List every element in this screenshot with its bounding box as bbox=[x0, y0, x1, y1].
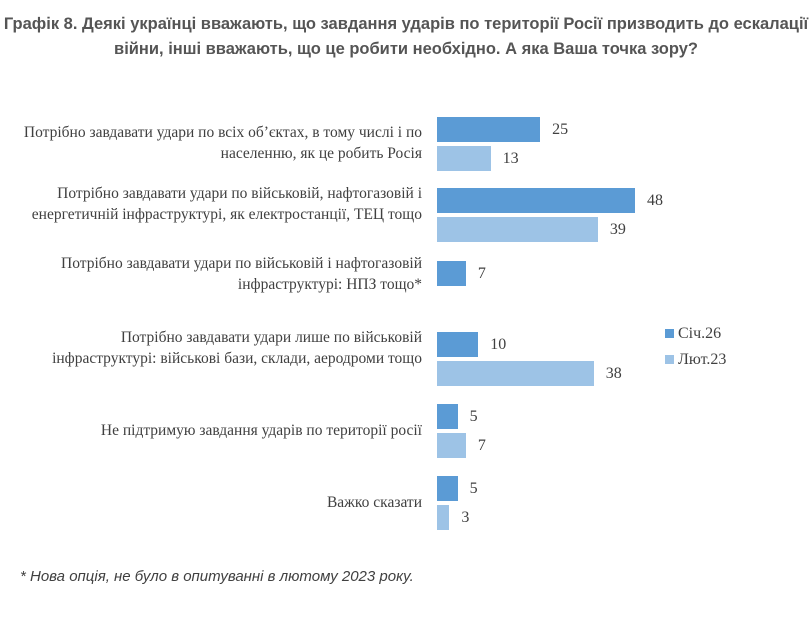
category-label: Потрібно завдавати удари по військовій і… bbox=[61, 255, 422, 293]
data-label: 5 bbox=[469, 480, 478, 497]
footnote: * Нова опція, не було в опитуванні в лют… bbox=[20, 568, 414, 585]
bar-sich26 bbox=[437, 261, 466, 286]
data-label: 25 bbox=[552, 121, 569, 138]
bar-sich26 bbox=[437, 476, 458, 501]
bar-liut23 bbox=[437, 360, 594, 386]
legend-label: Лют.23 bbox=[678, 351, 727, 368]
data-label: 39 bbox=[609, 220, 626, 238]
data-label: 7 bbox=[477, 436, 486, 454]
bar-liut23 bbox=[437, 432, 466, 458]
category-label: Не підтримую завдання ударів по територі… bbox=[100, 421, 422, 439]
bar-sich26 bbox=[437, 188, 635, 213]
bar-liut23 bbox=[437, 145, 491, 171]
legend-label: Січ.26 bbox=[678, 325, 722, 342]
category-label: Потрібно завдавати удари по всіх об’єкта… bbox=[23, 124, 422, 162]
data-label: 13 bbox=[502, 149, 519, 167]
category-label: Важко сказати bbox=[326, 493, 422, 511]
legend-swatch bbox=[665, 355, 674, 364]
category-label: Потрібно завдавати удари лише по військо… bbox=[52, 328, 422, 367]
bar-liut23 bbox=[437, 216, 598, 242]
data-label: 10 bbox=[490, 336, 507, 353]
data-label: 5 bbox=[469, 408, 478, 425]
bar-liut23 bbox=[437, 504, 450, 530]
category-label: Потрібно завдавати удари по військовій, … bbox=[31, 184, 422, 223]
legend-swatch bbox=[665, 329, 674, 338]
bar-sich26 bbox=[437, 332, 479, 357]
data-label: 48 bbox=[647, 192, 663, 209]
bar-sich26 bbox=[437, 404, 458, 429]
data-label: 38 bbox=[605, 364, 622, 382]
bar-sich26 bbox=[437, 117, 541, 142]
legend-item-series-1: Лют.23 bbox=[665, 351, 726, 369]
legend-item-series-0: Січ.26 bbox=[665, 325, 721, 343]
data-label: 3 bbox=[461, 508, 470, 526]
data-label: 7 bbox=[477, 265, 486, 282]
chart-title: Графік 8. Деякі українці вважають, що за… bbox=[3, 15, 809, 58]
